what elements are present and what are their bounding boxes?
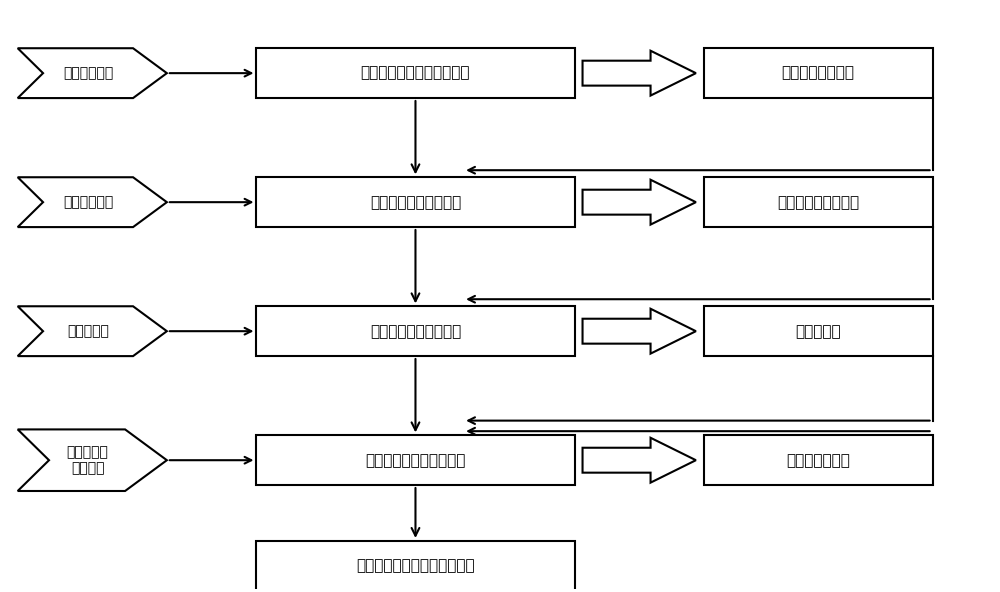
Text: 热弹性静力
分析模块: 热弹性静力 分析模块 — [67, 445, 109, 475]
Bar — [256, 177, 575, 227]
Polygon shape — [583, 309, 696, 353]
Text: 网格剖分模块: 网格剖分模块 — [63, 195, 114, 209]
Polygon shape — [18, 177, 167, 227]
Text: 有限元及热分析模型: 有限元及热分析模型 — [777, 195, 859, 210]
Text: 应力场和位移场: 应力场和位移场 — [786, 453, 850, 468]
Bar — [704, 306, 933, 356]
Bar — [704, 48, 933, 98]
Text: 叶片截面的有限元模型: 叶片截面的有限元模型 — [370, 195, 461, 210]
Polygon shape — [18, 429, 167, 491]
Bar — [256, 306, 575, 356]
Bar — [256, 435, 575, 485]
Polygon shape — [18, 306, 167, 356]
Text: 内外边界输入: 内外边界输入 — [63, 66, 114, 80]
Polygon shape — [583, 180, 696, 224]
Text: 叶片的热弹性应力场计算: 叶片的热弹性应力场计算 — [365, 453, 466, 468]
Bar — [256, 48, 575, 98]
Polygon shape — [583, 437, 696, 482]
Text: 叶片几何信息描述: 叶片几何信息描述 — [782, 66, 855, 81]
Text: 热分析模块: 热分析模块 — [68, 324, 109, 338]
Text: 稳态温度场: 稳态温度场 — [795, 324, 841, 339]
Bar — [704, 435, 933, 485]
Bar — [704, 177, 933, 227]
Text: 发动机叶片翼型截面的形状: 发动机叶片翼型截面的形状 — [361, 66, 470, 81]
Text: 叶片的稳态温度场计算: 叶片的稳态温度场计算 — [370, 324, 461, 339]
Polygon shape — [583, 51, 696, 95]
Bar — [256, 541, 575, 591]
Polygon shape — [18, 48, 167, 98]
Text: 应力场、位移场和温度场输出: 应力场、位移场和温度场输出 — [356, 558, 475, 573]
